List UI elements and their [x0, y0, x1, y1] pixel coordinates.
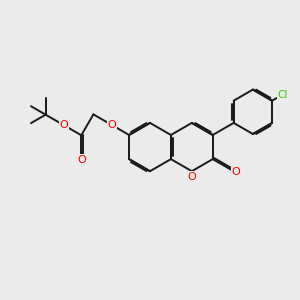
Text: O: O — [77, 155, 86, 165]
Text: Cl: Cl — [278, 89, 288, 100]
Text: O: O — [188, 172, 196, 182]
Text: O: O — [107, 120, 116, 130]
Text: O: O — [60, 120, 68, 130]
Text: O: O — [231, 167, 240, 177]
